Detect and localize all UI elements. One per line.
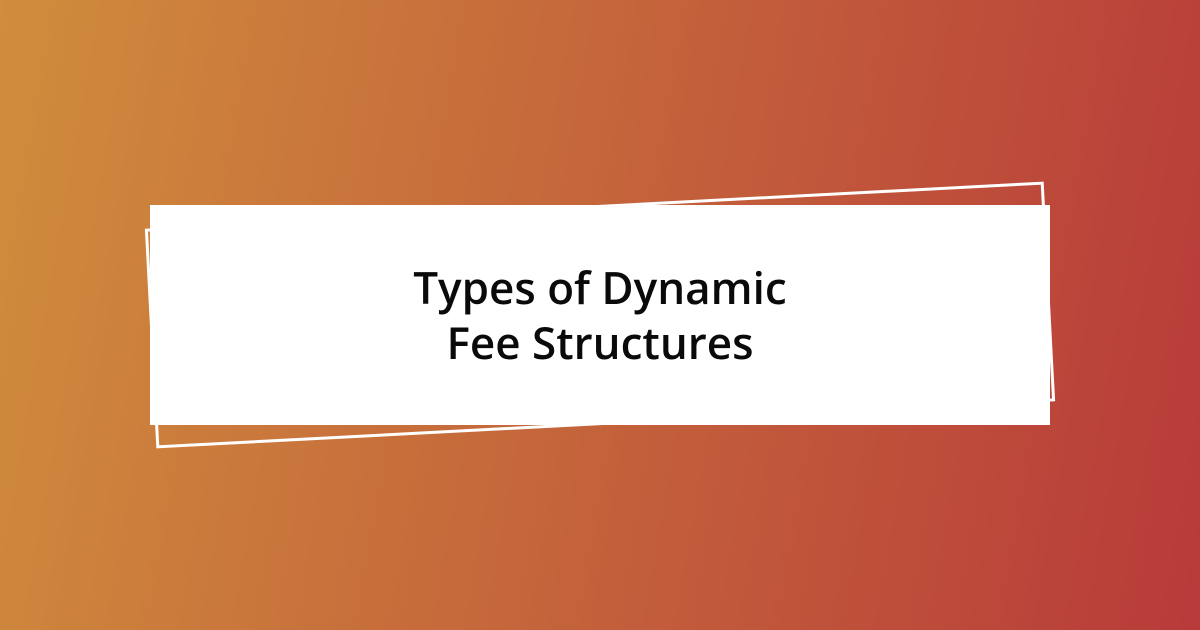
card-wrapper: Types of Dynamic Fee Structures [150,205,1050,425]
center-container: Types of Dynamic Fee Structures [0,0,1200,630]
title-text: Types of Dynamic Fee Structures [413,260,787,370]
title-card: Types of Dynamic Fee Structures [150,205,1050,425]
